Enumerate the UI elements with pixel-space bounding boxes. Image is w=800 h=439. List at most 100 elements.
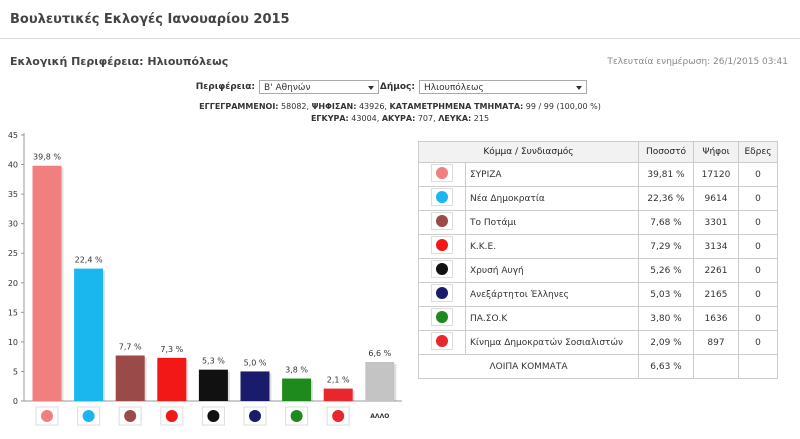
party-row: ΣΥΡΙΖΑ 39,81 % 17120 0 (418, 162, 778, 187)
value-label: 5,0 % (244, 358, 267, 367)
cell: 1636 (693, 306, 739, 331)
results-table: Κόμμα / Συνδιασμός Ποσοστό Ψήφοι Εδρες ΣΥΡΙΖ… (418, 141, 778, 379)
cell: Χρυσή Αυγή (465, 258, 639, 283)
stat-label: ΑΚΥΡΑ: (381, 114, 416, 123)
logo-cell (418, 330, 466, 355)
stat-value: 99 / 99 (100,00 %) (525, 102, 601, 111)
party-logo (431, 236, 453, 254)
stat-value: 43926, (358, 102, 387, 111)
cell: 39,81 % (638, 162, 694, 187)
party-logo (431, 308, 453, 326)
party-logo (431, 260, 453, 278)
x-tick-label: ΑΛΛΟ (370, 413, 389, 420)
cell: 7,68 % (638, 210, 694, 235)
party-logo (431, 284, 453, 302)
cell: 2165 (693, 282, 739, 307)
bar (323, 388, 353, 401)
cell: ΣΥΡΙΖΑ (465, 162, 639, 187)
y-tick-label: 35 (8, 190, 18, 199)
logo-cell (418, 186, 466, 211)
chart: 0 5 10 15 20 25 30 35 40 45 39,8 % 22,4 % 7,7 % 7,3 %… (8, 131, 402, 426)
cell: 0 (738, 282, 778, 307)
subtitle: Εκλογική Περιφέρεια: Ηλιουπόλεως (10, 55, 229, 68)
bar (32, 165, 62, 401)
party-logo (431, 188, 453, 206)
stat-label: ΕΓΚΥΡΑ: (310, 114, 349, 123)
column-header: Ποσοστό (638, 141, 694, 163)
stat-value: 707, (417, 114, 436, 123)
stat-label: ΚΑΤΑΜΕΤΡΗΜΕΝΑ ΤΜΗΜΑΤΑ: (389, 102, 524, 111)
party-row: ΠΑ.ΣΟ.Κ 3,80 % 1636 0 (418, 306, 778, 331)
filter-label: Περιφέρεια: (195, 82, 255, 92)
cell: ΛΟΙΠΑ ΚΟΜΜΑΤΑ (418, 354, 639, 379)
stat-label: ΕΓΓΕΓΡΑΜΜΕΝΟΙ: (199, 102, 279, 111)
stat-label: ΛΕΥΚΑ: (438, 114, 472, 123)
party-row: Χρυσή Αυγή 5,26 % 2261 0 (418, 258, 778, 283)
logo-mark (436, 311, 448, 323)
bar (365, 361, 395, 401)
header-row: Κόμμα / Συνδιασμός Ποσοστό Ψήφοι Εδρες (418, 141, 778, 163)
page-title: Βουλευτικές Εκλογές Ιανουαρίου 2015 (10, 12, 290, 27)
cell: 3134 (693, 234, 739, 259)
bar (157, 357, 187, 401)
cell: 897 (693, 330, 739, 355)
party-row: Ανεξάρτητοι Έλληνες 5,03 % 2165 0 (418, 282, 778, 307)
y-tick-label: 45 (8, 131, 18, 140)
cell: 2261 (693, 258, 739, 283)
party-logo (249, 410, 261, 422)
cell: 9614 (693, 186, 739, 211)
value-label: 6,6 % (368, 349, 391, 358)
cell: 0 (738, 210, 778, 235)
cell (738, 354, 778, 379)
bar (74, 268, 104, 401)
cell: Ανεξάρτητοι Έλληνες (465, 282, 639, 307)
logo-mark (436, 335, 448, 347)
cell: 3301 (693, 210, 739, 235)
municipality-select[interactable]: Ηλιουπόλεως (419, 80, 587, 94)
party-logo (290, 410, 303, 422)
bar (115, 355, 145, 401)
cell: 3,80 % (638, 306, 694, 331)
cell: 0 (738, 258, 778, 283)
divider (0, 38, 800, 39)
cell: 7,29 % (638, 234, 694, 259)
logo-cell (418, 282, 466, 307)
cell: 0 (738, 162, 778, 187)
cell: 17120 (693, 162, 739, 187)
party-logo (41, 410, 53, 422)
cell: 5,03 % (638, 282, 694, 307)
column-header: Ψήφοι (693, 141, 739, 163)
bar (240, 371, 270, 401)
footer-row: ΛΟΙΠΑ ΚΟΜΜΑΤΑ 6,63 % (418, 354, 778, 379)
region-select[interactable]: Β' Αθηνών (259, 80, 379, 94)
bar (198, 369, 228, 401)
party-logo (332, 410, 345, 422)
stat-value: 58082, (281, 102, 310, 111)
party-row: Κίνημα Δημοκρατών Σοσιαλιστών 2,09 % 897 0 (418, 330, 778, 355)
y-tick-label: 0 (13, 397, 18, 406)
y-tick-label: 15 (8, 308, 18, 317)
cell: ΠΑ.ΣΟ.Κ (465, 306, 639, 331)
cell (693, 354, 739, 379)
logo-cell (418, 162, 466, 187)
stats-line: ΕΓΚΥΡΑ: 43004, ΑΚΥΡΑ: 707, ΛΕΥΚΑ: 215 (0, 114, 800, 123)
value-label: 7,7 % (119, 342, 142, 351)
party-logo (82, 410, 95, 422)
party-logo (124, 410, 137, 422)
y-tick-label: 30 (8, 220, 18, 229)
cell: 0 (738, 330, 778, 355)
party-logo (431, 332, 453, 350)
party-row: Το Ποτάμι 7,68 % 3301 0 (418, 210, 778, 235)
logo-mark (436, 167, 448, 179)
column-header: Εδρες (738, 141, 778, 163)
party-logo (431, 212, 453, 230)
party-logo (431, 164, 453, 182)
filter-label: Δήμος: (379, 82, 415, 92)
logo-mark (436, 191, 448, 203)
cell: 6,63 % (638, 354, 694, 379)
y-tick-label: 40 (8, 161, 18, 170)
logo-mark (436, 215, 448, 227)
y-tick-label: 20 (8, 279, 18, 288)
party-row: Νέα Δημοκρατία 22,36 % 9614 0 (418, 186, 778, 211)
cell: 0 (738, 306, 778, 331)
